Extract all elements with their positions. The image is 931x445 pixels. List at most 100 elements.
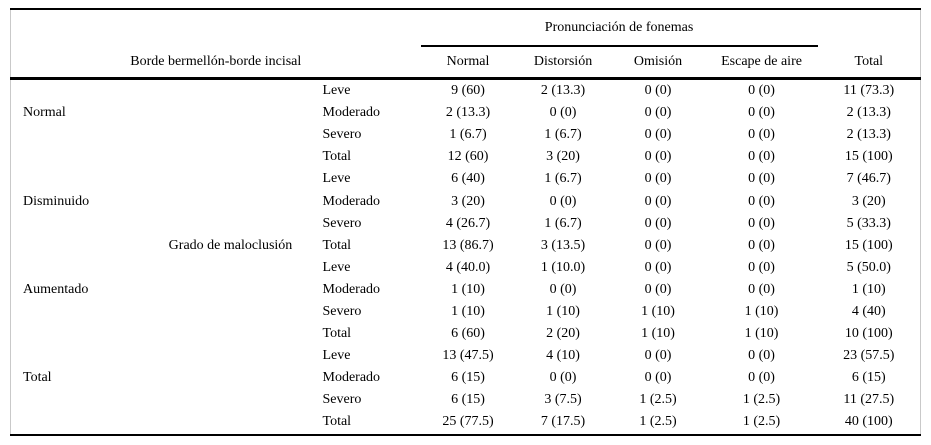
cell-value: 7 (17.5) xyxy=(540,414,586,430)
cell-value: 0 (0) xyxy=(644,83,672,99)
table-row: Total 12 (60) 3 (20) 0 (0) 0 (0) 15 (100… xyxy=(11,146,921,168)
cell-value: 2 (20) xyxy=(546,326,580,342)
cell-value: 3 (13.5) xyxy=(540,237,586,253)
severity-label: Moderado xyxy=(322,281,381,297)
cell-value: 3 (20) xyxy=(546,149,580,165)
cell-value: 0 (0) xyxy=(644,193,672,209)
cell-value: 1 (2.5) xyxy=(639,392,677,408)
severity-label: Total xyxy=(322,326,352,342)
group-label-normal: Normal xyxy=(23,105,66,121)
cell-value: 1 (10) xyxy=(451,303,485,319)
table-row: Severo 4 (26.7) 1 (6.7) 0 (0) 0 (0) 5 (3… xyxy=(11,213,921,235)
spanner-spacer-left xyxy=(11,9,421,46)
crosstab-table: Pronunciación de fonemas Borde bermellón… xyxy=(10,8,922,436)
column-header-total: Total xyxy=(817,46,921,80)
cell-value: 0 (0) xyxy=(748,348,775,364)
cell-value: 1 (10) xyxy=(451,281,485,297)
column-header-escape-de-aire: Escape de aire xyxy=(705,46,818,80)
cell-value: 6 (60) xyxy=(451,326,485,342)
cell-value: 4 (40) xyxy=(851,303,886,319)
cell-value: 2 (13.3) xyxy=(445,105,491,121)
cell-value: 1 (2.5) xyxy=(742,414,781,430)
cell-value: 0 (0) xyxy=(644,215,672,231)
cell-value: 15 (100) xyxy=(844,237,893,253)
severity-label: Severo xyxy=(322,303,362,319)
cell-value: 0 (0) xyxy=(748,105,775,121)
cell-value: 40 (100) xyxy=(844,414,893,430)
cell-value: 6 (15) xyxy=(851,370,886,386)
cell-value: 0 (0) xyxy=(748,83,775,99)
cell-value: 11 (27.5) xyxy=(843,392,895,408)
cell-value: 10 (100) xyxy=(844,326,893,342)
cell-value: 0 (0) xyxy=(748,237,775,253)
cell-value: 1 (10) xyxy=(744,326,779,342)
table-row: Leve 9 (60) 2 (13.3) 0 (0) 0 (0) 11 (73.… xyxy=(11,79,921,103)
table-row: Grado de maloclusión Total 13 (86.7) 3 (… xyxy=(11,235,921,257)
cell-value: 5 (33.3) xyxy=(846,215,891,231)
cell-value: 0 (0) xyxy=(644,370,672,386)
table-row: Normal Moderado 2 (13.3) 0 (0) 0 (0) 0 (… xyxy=(11,102,921,124)
table-row: Severo 6 (15) 3 (7.5) 1 (2.5) 1 (2.5) 11… xyxy=(11,389,921,411)
table-row: Total 6 (60) 2 (20) 1 (10) 1 (10) 10 (10… xyxy=(11,323,921,345)
cell-value: 1 (10) xyxy=(744,303,779,319)
severity-label: Severo xyxy=(322,392,362,408)
table-row: Leve 4 (40.0) 1 (10.0) 0 (0) 0 (0) 5 (50… xyxy=(11,257,921,279)
column-header-row: Borde bermellón-borde incisal Normal Dis… xyxy=(10,46,921,80)
table-row: Disminuido Moderado 3 (20) 0 (0) 0 (0) 0… xyxy=(11,190,921,212)
cell-value: 0 (0) xyxy=(644,281,672,297)
cell-value: 3 (20) xyxy=(451,193,485,209)
cell-value: 4 (26.7) xyxy=(445,215,491,231)
cell-value: 1 (6.7) xyxy=(544,171,582,187)
cell-value: 9 (60) xyxy=(451,83,485,99)
cell-value: 1 (6.7) xyxy=(544,127,582,143)
row-variable-header: Borde bermellón-borde incisal xyxy=(10,46,421,80)
cell-value: 25 (77.5) xyxy=(442,414,494,430)
group-label-aumentado: Aumentado xyxy=(23,281,89,297)
cell-value: 1 (6.7) xyxy=(544,215,582,231)
severity-label: Total xyxy=(322,149,352,165)
table-row: Leve 6 (40) 1 (6.7) 0 (0) 0 (0) 7 (46.7) xyxy=(11,168,921,190)
cell-value: 1 (10) xyxy=(851,281,886,297)
spanner-spacer-right xyxy=(818,9,921,46)
severity-label: Total xyxy=(322,414,352,430)
table-row: Leve 13 (47.5) 4 (10) 0 (0) 0 (0) 23 (57… xyxy=(11,345,921,367)
column-header-omision: Omisión xyxy=(610,46,706,80)
cell-value: 12 (60) xyxy=(447,149,489,165)
cell-value: 0 (0) xyxy=(748,127,775,143)
cell-value: 0 (0) xyxy=(644,237,672,253)
cell-value: 13 (47.5) xyxy=(442,348,494,364)
cell-value: 4 (10) xyxy=(546,348,580,364)
cell-value: 0 (0) xyxy=(748,171,775,187)
group-label-disminuido: Disminuido xyxy=(23,193,90,209)
spanner-header: Pronunciación de fonemas xyxy=(420,9,818,47)
cell-value: 0 (0) xyxy=(644,149,672,165)
cell-value: 5 (50.0) xyxy=(846,259,891,275)
severity-label: Severo xyxy=(322,127,362,143)
cell-value: 4 (40.0) xyxy=(445,259,491,275)
cell-value: 3 (20) xyxy=(851,193,886,209)
severity-label: Moderado xyxy=(322,193,381,209)
cell-value: 6 (15) xyxy=(451,370,485,386)
cell-value: 1 (10.0) xyxy=(540,259,586,275)
cell-value: 6 (40) xyxy=(451,171,485,187)
severity-label: Leve xyxy=(322,171,351,187)
cell-value: 0 (0) xyxy=(748,149,775,165)
cell-value: 0 (0) xyxy=(644,127,672,143)
cell-value: 0 (0) xyxy=(549,105,577,121)
cell-value: 3 (7.5) xyxy=(544,392,582,408)
cell-value: 0 (0) xyxy=(549,370,577,386)
cell-value: 0 (0) xyxy=(644,105,672,121)
cell-value: 11 (73.3) xyxy=(843,83,895,99)
cell-value: 13 (86.7) xyxy=(442,237,494,253)
cell-value: 1 (6.7) xyxy=(449,127,487,143)
cell-value: 0 (0) xyxy=(748,281,775,297)
mid-axis-label: Grado de maloclusión xyxy=(168,237,293,253)
cell-value: 1 (2.5) xyxy=(639,414,677,430)
severity-label: Moderado xyxy=(322,105,381,121)
cell-value: 7 (46.7) xyxy=(846,171,891,187)
severity-label: Severo xyxy=(322,215,362,231)
table-row: Severo 1 (6.7) 1 (6.7) 0 (0) 0 (0) 2 (13… xyxy=(11,124,921,146)
group-label-total: Total xyxy=(23,370,52,386)
cell-value: 0 (0) xyxy=(644,171,672,187)
table-row: Total Moderado 6 (15) 0 (0) 0 (0) 0 (0) … xyxy=(11,367,921,389)
